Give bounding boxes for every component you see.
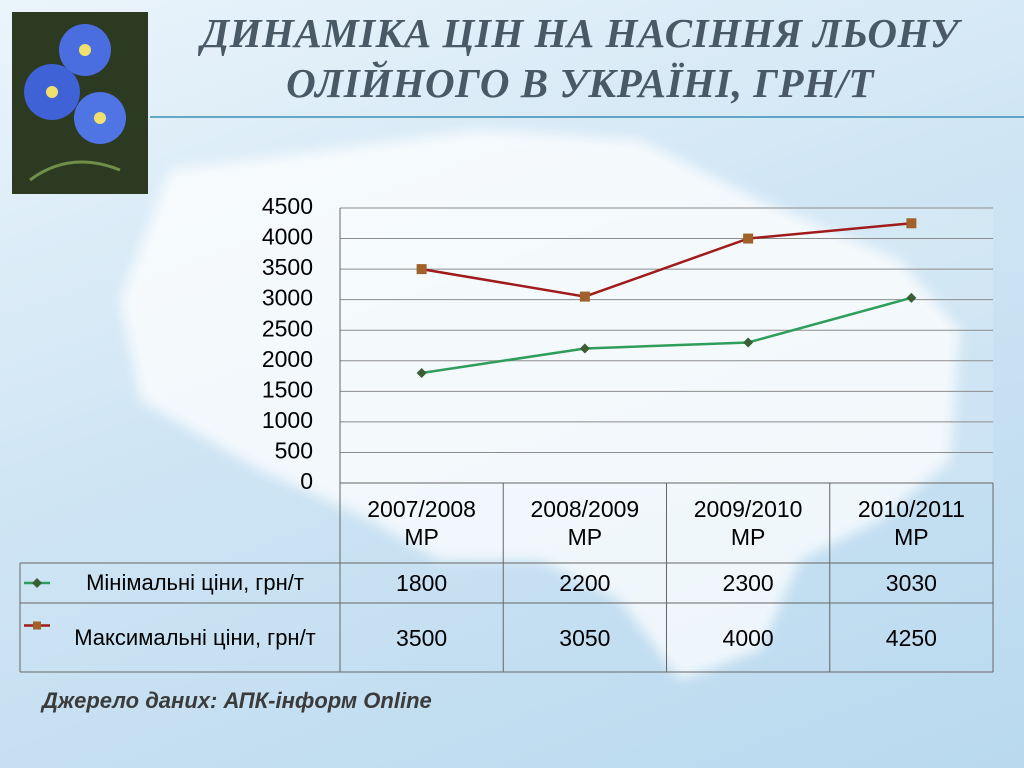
point	[743, 337, 754, 348]
point	[416, 264, 427, 275]
table-value: 2300	[722, 570, 774, 596]
legend-label: Мінімальні ціни, грн/т	[86, 570, 304, 595]
x-tick-label: 2007/2008 МР	[367, 496, 476, 550]
y-tick-label: 3000	[262, 285, 313, 311]
y-tick-label: 2500	[262, 315, 313, 341]
y-tick-label: 4500	[262, 193, 313, 219]
map-shape	[120, 130, 960, 680]
y-tick-label: 3500	[262, 254, 313, 280]
table-value: 2200	[559, 570, 611, 596]
legend-marker	[32, 578, 42, 588]
x-tick-label: 2009/2010 МР	[693, 496, 803, 550]
point	[579, 291, 590, 302]
series-line	[421, 296, 912, 375]
y-tick-label: 1000	[262, 407, 313, 433]
point	[416, 368, 427, 378]
legend-marker	[33, 621, 41, 630]
source-note: Джерело даних: АПК-інформ Online	[42, 688, 432, 713]
table-value: 4000	[722, 624, 774, 651]
legend-label: Максимальні ціни, грн/т	[74, 624, 316, 650]
table-value: 1800	[396, 570, 448, 596]
point	[906, 218, 917, 229]
background-map	[120, 130, 960, 680]
point	[743, 233, 754, 244]
chart-title: ДИНАМІКА ЦІН НА НАСІННЯ ЛЬОНУ ОЛІЙНОГО В…	[201, 10, 959, 106]
table-value: 3050	[559, 624, 611, 651]
y-tick-label: 0	[300, 468, 313, 494]
y-tick-label: 500	[275, 438, 313, 464]
table-value: 3030	[885, 570, 937, 596]
flower-photo	[12, 12, 148, 194]
series-line	[421, 222, 912, 298]
point	[906, 292, 917, 303]
table-value: 3500	[396, 624, 448, 651]
x-tick-label: 2010/2011 МР	[857, 496, 965, 550]
table-value: 4250	[885, 624, 937, 651]
y-tick-label: 1500	[262, 376, 313, 402]
y-tick-label: 2000	[262, 346, 313, 372]
point	[579, 343, 590, 354]
y-tick-label: 4000	[262, 224, 313, 250]
x-tick-label: 2008/2009 МР	[530, 496, 640, 550]
